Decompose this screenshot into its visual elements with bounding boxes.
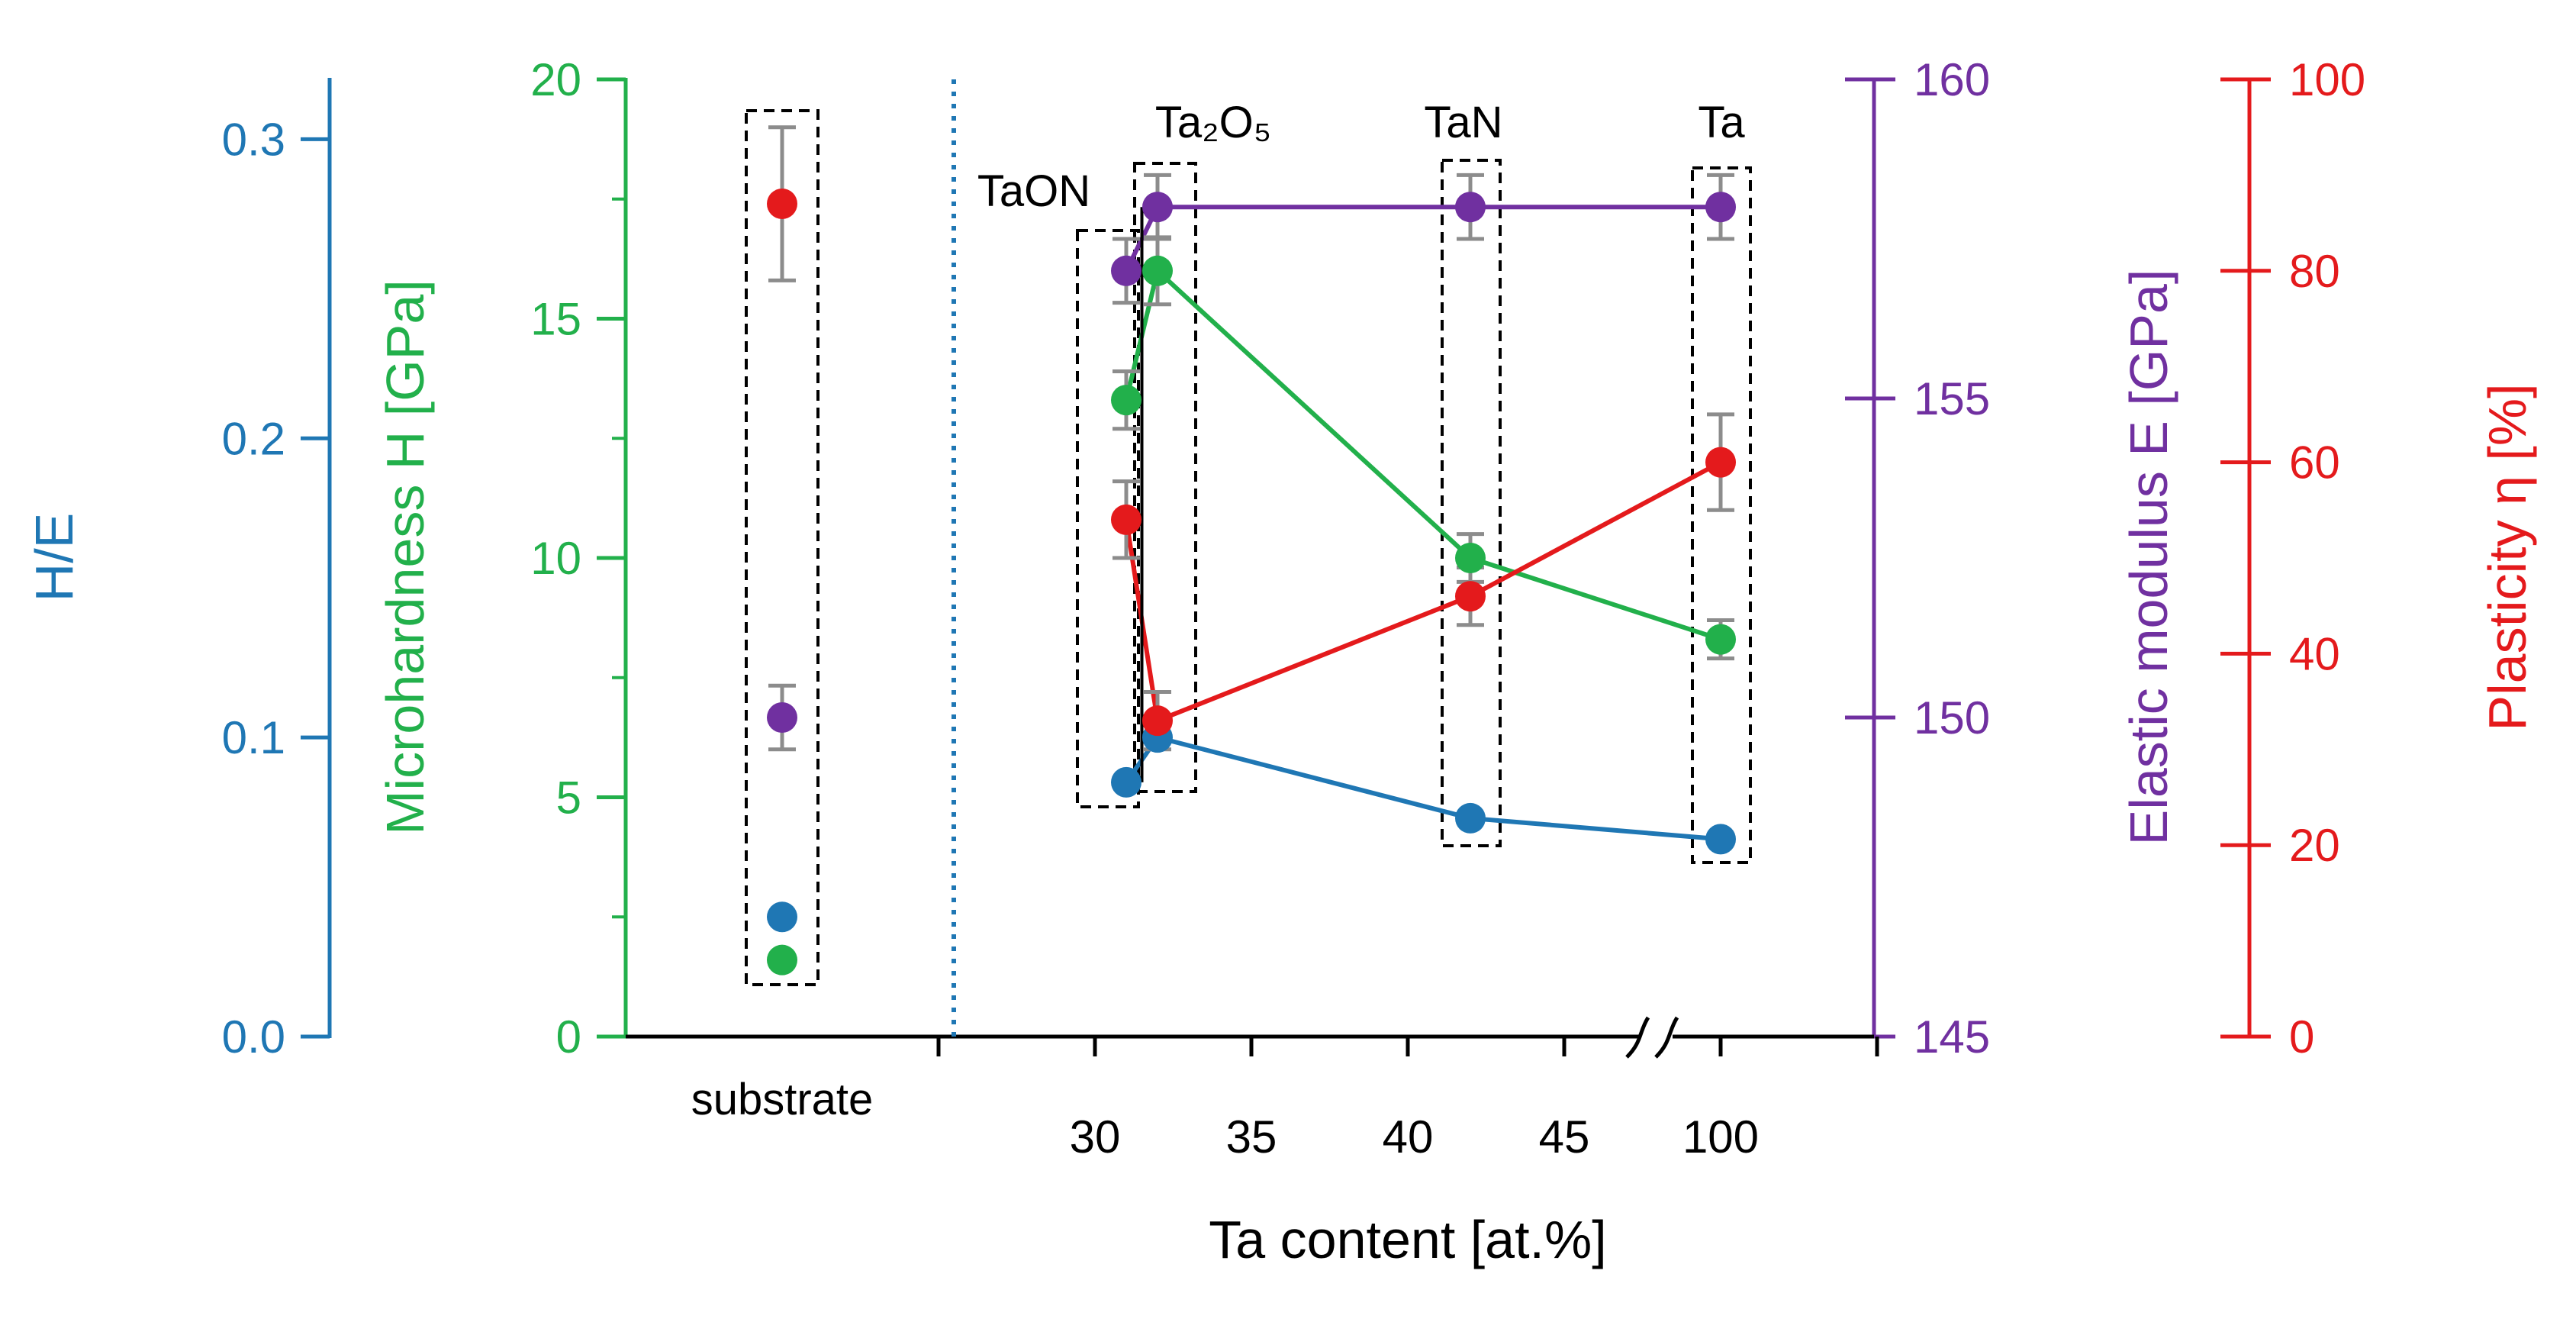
modulus-data-point (1455, 192, 1486, 223)
phase-label: TaON (977, 166, 1090, 216)
modulus-tick-label: 150 (1914, 692, 1990, 743)
substrate-modulus-point (767, 702, 797, 733)
x-axis-title: Ta content [at.%] (1209, 1210, 1606, 1269)
plasticity-tick-label: 100 (2289, 54, 2365, 105)
hardness-data-point (1142, 255, 1173, 286)
substrate-plasticity-point (767, 189, 797, 220)
substrate-box (745, 109, 819, 986)
plasticity-series-line (1124, 460, 1722, 724)
plasticity-tick-label: 40 (2289, 628, 2340, 679)
hardness-tick-label: 10 (530, 533, 581, 584)
tan-box (1441, 159, 1502, 847)
modulus-axis-title: Elastic modulus E [GPa] (2119, 269, 2178, 846)
hardness-series-line (1124, 266, 1721, 642)
x-tick-label: 40 (1383, 1111, 1434, 1163)
hardness-tick-label: 20 (530, 54, 581, 105)
modulus-tick-label: 155 (1914, 373, 1990, 424)
phase-label: Ta₂O₅ (1155, 98, 1271, 147)
modulus-series-line (1124, 205, 1721, 273)
plasticity-axis-title: Plasticity η [%] (2478, 383, 2537, 730)
plasticity-data-point (1455, 581, 1486, 612)
series-lines-layer (1124, 205, 1722, 842)
plasticity-data-point (1111, 504, 1141, 535)
hardness-tick-label: 0 (556, 1011, 581, 1063)
modulus-tick-label: 160 (1914, 54, 1990, 105)
he-axis-title: H/E (24, 513, 84, 602)
he-data-point (1111, 766, 1141, 798)
plasticity-tick-label: 20 (2289, 820, 2340, 871)
hardness-data-point (1705, 624, 1736, 655)
hardness-tick-label: 5 (556, 772, 581, 824)
modulus-data-point (1705, 192, 1736, 223)
he-tick-label: 0.1 (222, 712, 285, 763)
x-tick-label: 100 (1682, 1111, 1759, 1163)
modulus-data-point (1142, 192, 1173, 223)
he-tick-label: 0.2 (222, 413, 285, 464)
substrate-he-point (767, 901, 797, 933)
axes-layer (301, 77, 2271, 1059)
ta2o5-box (1133, 162, 1197, 793)
data-points-layer (767, 189, 1736, 976)
hardness-data-point (1455, 543, 1486, 573)
x-tick-label: 45 (1539, 1111, 1590, 1163)
plasticity-tick-label: 0 (2289, 1011, 2314, 1063)
he-tick-label: 0.0 (222, 1011, 285, 1063)
substrate-hardness-point (767, 944, 797, 976)
hardness-tick-label: 15 (530, 294, 581, 345)
x-tick-label: 35 (1226, 1111, 1277, 1163)
he-data-point (1455, 802, 1486, 834)
phase-label: Ta (1698, 98, 1745, 147)
plasticity-data-point (1705, 447, 1736, 478)
phase-label: TaN (1424, 98, 1502, 147)
he-data-point (1705, 824, 1736, 855)
modulus-data-point (1111, 255, 1141, 286)
axis-break-mark (1625, 1016, 1650, 1059)
ta-box (1691, 166, 1752, 864)
hardness-axis-title: Microhardness H [GPa] (375, 279, 435, 834)
error-bars-layer (768, 125, 1734, 752)
modulus-tick-label: 145 (1914, 1011, 1990, 1063)
he-series-line (1124, 734, 1721, 842)
taon-box (1076, 229, 1140, 808)
text-layer: 0.0 0.1 0.2 0.3 0 5 10 15 20 145 150 155 160 0 20 40 60 8… (24, 54, 2537, 1269)
plasticity-data-point (1142, 705, 1173, 737)
he-tick-label: 0.3 (222, 114, 285, 165)
substrate-label: substrate (691, 1075, 874, 1124)
plasticity-tick-label: 60 (2289, 437, 2340, 489)
axis-break-mark (1654, 1016, 1679, 1059)
hardness-data-point (1111, 385, 1141, 416)
dashed-boxes-layer (745, 109, 1752, 986)
plasticity-tick-label: 80 (2289, 246, 2340, 297)
x-tick-label: 30 (1070, 1111, 1121, 1163)
